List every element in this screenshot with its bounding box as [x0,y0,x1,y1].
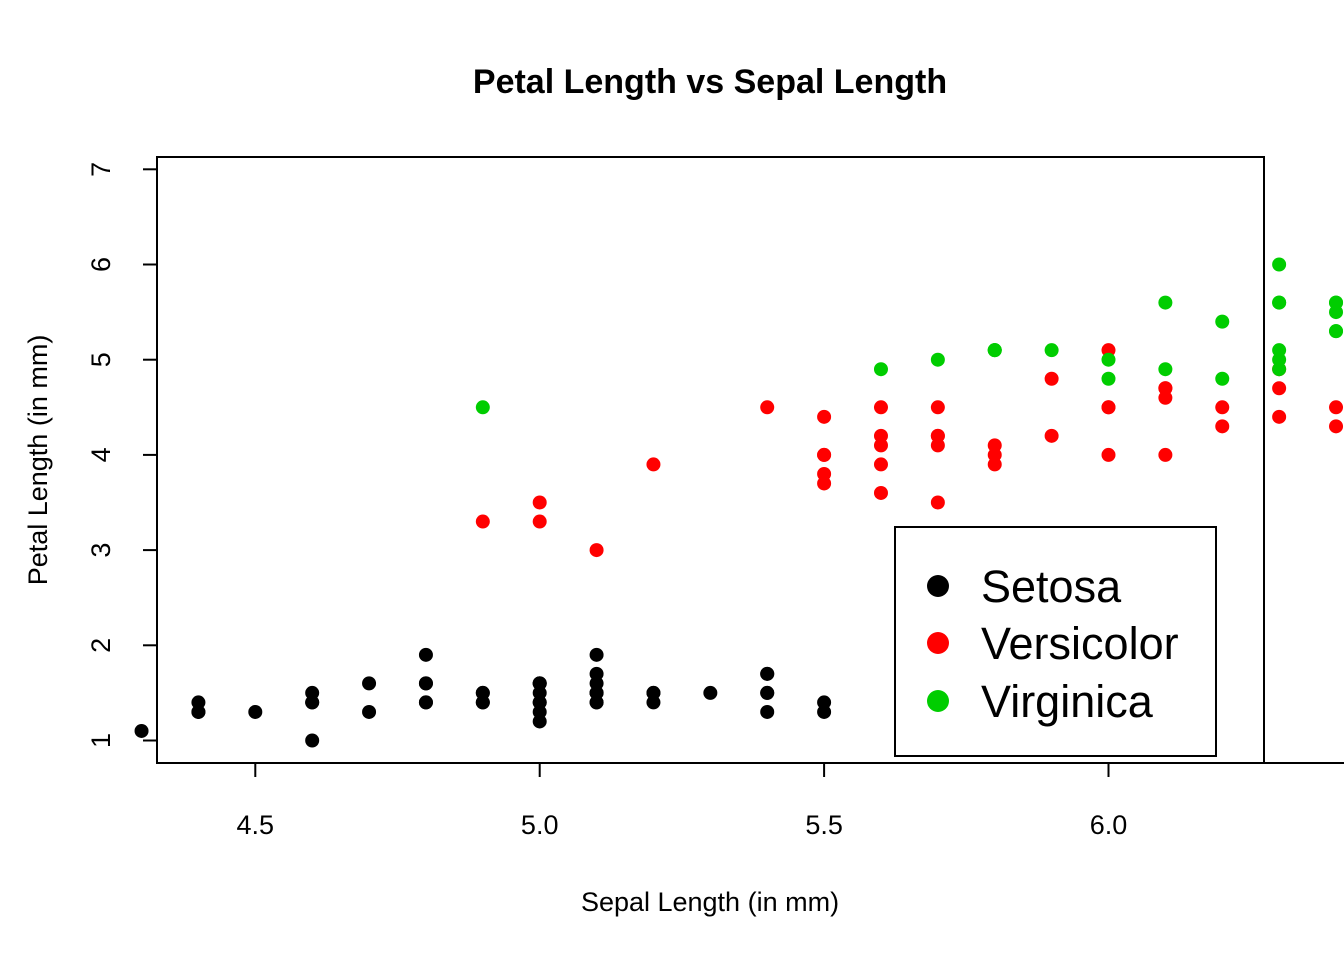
point-virginica [1158,362,1173,377]
point-setosa [248,704,263,719]
point-versicolor [1329,419,1344,434]
y-axis: 1 2 3 4 5 6 7 [86,162,158,748]
point-versicolor [1101,447,1116,462]
point-versicolor [1044,428,1059,443]
point-versicolor [1272,409,1287,424]
point-versicolor [1101,400,1116,415]
point-virginica [873,362,888,377]
y-tick-label: 2 [86,638,116,653]
point-setosa [589,647,604,662]
y-tick-label: 4 [86,447,116,462]
point-versicolor [987,447,1002,462]
point-versicolor [589,543,604,558]
point-virginica [1215,314,1230,329]
point-versicolor [760,400,775,415]
legend-label-virginica: Virginica [981,676,1154,727]
point-versicolor [930,400,945,415]
point-virginica [1158,295,1173,310]
point-versicolor [1158,447,1173,462]
point-versicolor [930,495,945,510]
point-versicolor [817,476,832,491]
chart-title: Petal Length vs Sepal Length [473,63,947,101]
x-tick-label: 5.0 [521,810,559,840]
y-tick-label: 3 [86,543,116,558]
point-virginica [1329,324,1344,339]
point-setosa [646,685,661,700]
x-axis-label: Sepal Length (in mm) [581,887,839,917]
point-setosa [362,704,377,719]
point-setosa [418,695,433,710]
point-virginica [1215,371,1230,386]
point-setosa [305,733,320,748]
point-versicolor [930,438,945,453]
point-versicolor [646,457,661,472]
point-setosa [703,685,718,700]
x-tick-label: 5.5 [805,810,843,840]
point-virginica [1272,257,1287,272]
point-setosa [589,676,604,691]
point-setosa [760,685,775,700]
legend-label-versicolor: Versicolor [981,618,1179,669]
data-points [134,257,1344,748]
legend-marker-versicolor [927,632,949,654]
point-setosa [305,695,320,710]
point-setosa [134,723,149,738]
point-setosa [760,666,775,681]
point-setosa [475,695,490,710]
point-setosa [532,695,547,710]
x-tick-label: 4.5 [237,810,275,840]
point-setosa [532,676,547,691]
point-virginica [1272,295,1287,310]
point-versicolor [817,447,832,462]
y-axis-label: Petal Length (in mm) [23,335,53,586]
point-versicolor [817,409,832,424]
point-setosa [191,704,206,719]
point-virginica [1101,371,1116,386]
point-versicolor [1272,381,1287,396]
x-tick-label: 6.0 [1090,810,1128,840]
y-tick-label: 7 [86,162,116,177]
point-virginica [1101,352,1116,367]
point-versicolor [532,514,547,529]
point-versicolor [1215,419,1230,434]
point-versicolor [1158,390,1173,405]
point-setosa [817,704,832,719]
y-tick-label: 5 [86,352,116,367]
point-setosa [760,704,775,719]
point-virginica [1329,305,1344,320]
point-virginica [930,352,945,367]
point-versicolor [475,514,490,529]
point-versicolor [532,495,547,510]
point-versicolor [873,428,888,443]
point-versicolor [1329,400,1344,415]
point-versicolor [873,400,888,415]
point-setosa [362,676,377,691]
legend-marker-virginica [927,690,949,712]
point-versicolor [873,457,888,472]
point-virginica [475,400,490,415]
legend-marker-setosa [927,575,949,597]
legend-label-setosa: Setosa [981,561,1122,612]
point-virginica [1272,352,1287,367]
x-axis: 4.55.05.56.06.57.07.58.0 [237,762,1344,840]
point-versicolor [1044,371,1059,386]
point-virginica [1044,343,1059,358]
point-setosa [418,676,433,691]
point-versicolor [873,485,888,500]
point-virginica [987,343,1002,358]
y-tick-label: 6 [86,257,116,272]
legend: Setosa Versicolor Virginica [894,526,1217,757]
point-setosa [418,647,433,662]
y-tick-label: 1 [86,733,116,748]
point-versicolor [1215,400,1230,415]
